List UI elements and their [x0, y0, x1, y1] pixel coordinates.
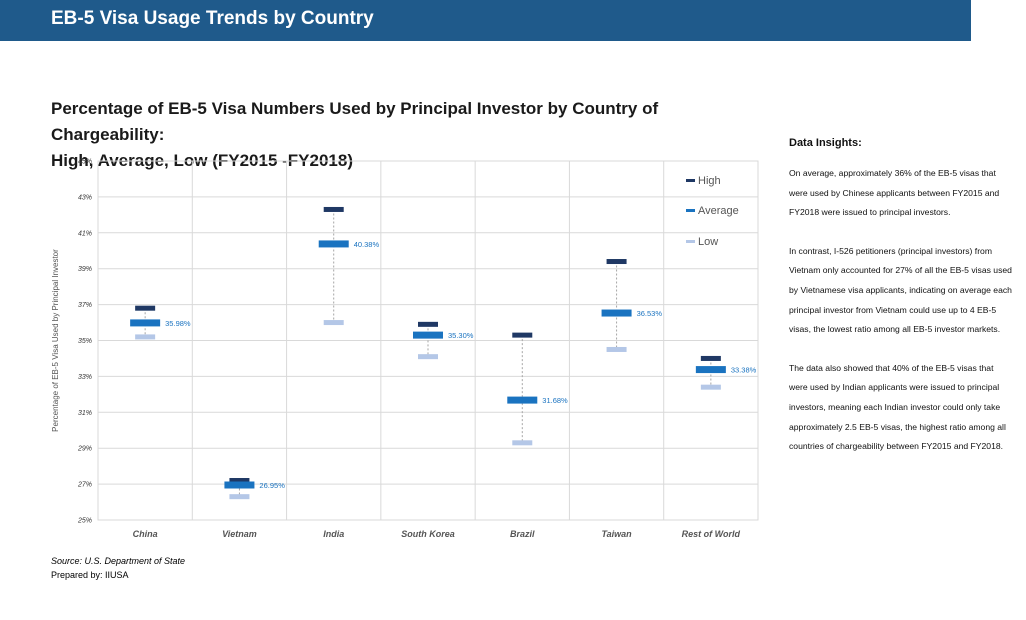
- y-tick-label: 27%: [77, 482, 92, 489]
- low-marker: [700, 384, 721, 390]
- high-marker: [418, 321, 438, 327]
- y-tick-label: 43%: [78, 194, 92, 201]
- legend-swatch: [686, 240, 695, 243]
- x-tick-label: India: [323, 529, 344, 539]
- high-marker: [229, 478, 250, 484]
- average-marker: [130, 319, 161, 327]
- header-banner: EB-5 Visa Usage Trends by Country: [0, 0, 971, 41]
- legend-swatch: [686, 209, 695, 212]
- average-data-label: 35.98%: [165, 319, 191, 328]
- y-tick-label: 39%: [78, 266, 92, 273]
- average-data-label: 33.38%: [731, 366, 757, 375]
- y-tick-label: 45%: [78, 159, 92, 166]
- y-axis-title: Percentage of EB-5 Visa Used by Principa…: [51, 249, 60, 432]
- prepared-by-note: Prepared by: IIUSA: [51, 570, 129, 580]
- average-data-label: 31.68%: [542, 396, 568, 405]
- high-marker: [700, 355, 721, 361]
- legend-swatch: [686, 179, 695, 182]
- chart-title: Percentage of EB-5 Visa Numbers Used by …: [51, 96, 771, 174]
- insight-paragraph: On average, approximately 36% of the EB-…: [789, 168, 1000, 218]
- data-insights-panel: Data Insights: On average, approximately…: [789, 136, 1014, 476]
- low-marker: [512, 440, 533, 446]
- average-data-label: 35.30%: [448, 331, 474, 340]
- low-marker: [229, 494, 250, 500]
- x-tick-label: Brazil: [510, 529, 535, 539]
- high-marker: [606, 259, 627, 265]
- high-marker: [323, 206, 344, 212]
- insight-paragraph: The data also showed that 40% of the EB-…: [789, 362, 1006, 452]
- x-tick-label: Taiwan: [601, 529, 632, 539]
- average-marker: [695, 366, 726, 374]
- page-title: EB-5 Visa Usage Trends by Country: [51, 8, 374, 29]
- y-tick-label: 37%: [78, 302, 92, 309]
- legend-label: Average: [698, 205, 739, 217]
- y-tick-label: 41%: [78, 230, 92, 237]
- average-marker: [601, 309, 632, 317]
- x-tick-label: China: [133, 529, 158, 539]
- average-data-label: 36.53%: [637, 309, 663, 318]
- y-tick-label: 29%: [77, 446, 92, 453]
- high-marker: [135, 305, 156, 311]
- average-marker: [318, 240, 349, 248]
- y-tick-label: 31%: [78, 410, 92, 417]
- y-tick-label: 25%: [77, 518, 92, 525]
- x-tick-label: South Korea: [401, 529, 455, 539]
- average-data-label: 40.38%: [354, 240, 380, 249]
- average-data-label: 26.95%: [259, 481, 285, 490]
- legend-label: High: [698, 175, 721, 187]
- x-tick-label: Rest of World: [682, 529, 741, 539]
- low-marker: [323, 320, 344, 326]
- insights-title: Data Insights:: [789, 137, 862, 149]
- y-tick-label: 33%: [78, 374, 92, 381]
- average-marker: [413, 331, 443, 339]
- low-marker: [418, 354, 438, 360]
- source-note: Source: U.S. Department of State: [51, 556, 186, 566]
- x-tick-label: Vietnam: [222, 529, 257, 539]
- legend-label: Low: [698, 236, 718, 248]
- low-marker: [135, 334, 156, 340]
- high-marker: [512, 332, 533, 338]
- average-marker: [507, 396, 538, 404]
- average-marker: [224, 481, 255, 489]
- insight-paragraph: In contrast, I-526 petitioners (principa…: [789, 245, 1012, 335]
- y-tick-label: 35%: [78, 338, 92, 345]
- chart-title-line-1: Percentage of EB-5 Visa Numbers Used by …: [51, 99, 659, 144]
- low-marker: [606, 346, 627, 352]
